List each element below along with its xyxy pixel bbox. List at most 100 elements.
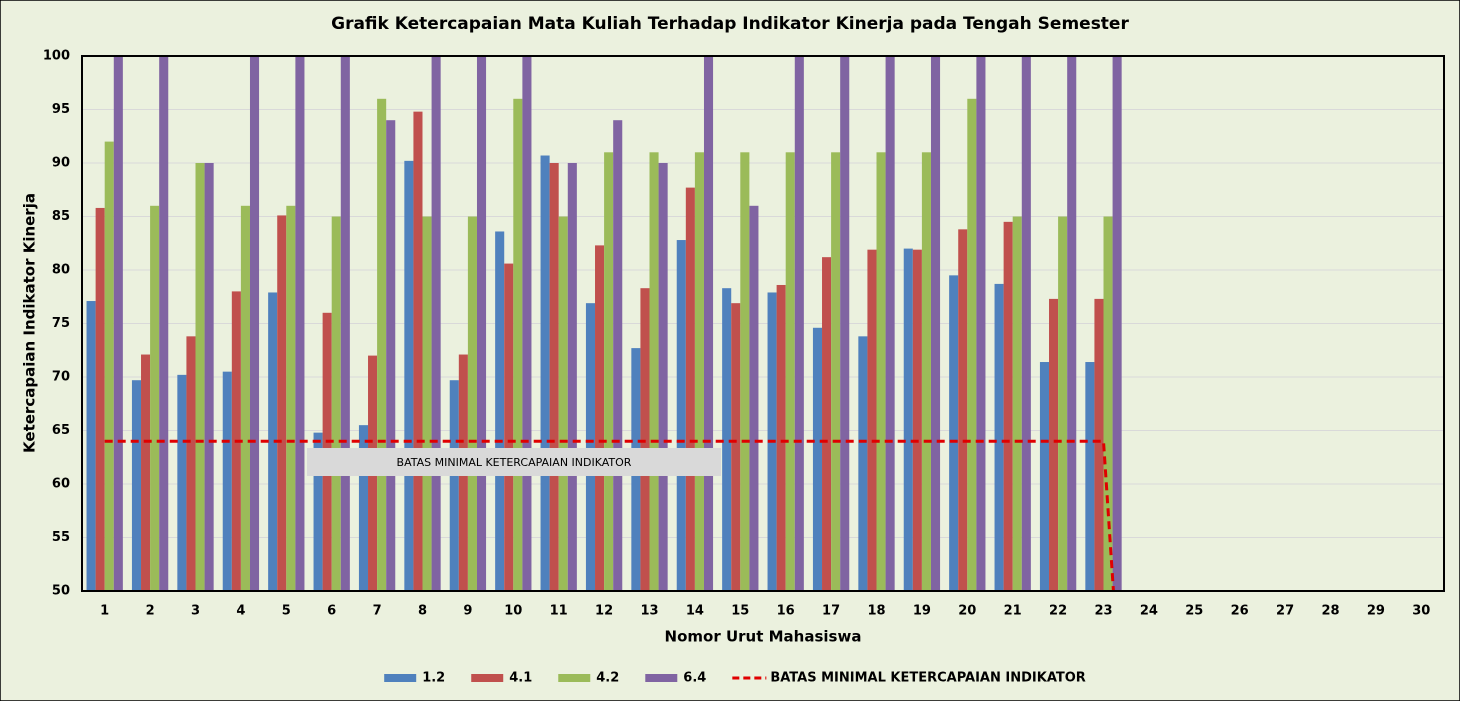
x-tick-label: 10 xyxy=(504,604,522,619)
bar xyxy=(885,56,895,591)
bar xyxy=(150,205,160,591)
y-axis-title: Ketercapaian Indikator Kinerja xyxy=(21,193,39,453)
legend-label: 6.4 xyxy=(683,671,706,686)
bar xyxy=(722,288,732,591)
bar xyxy=(1049,298,1059,591)
bar xyxy=(930,56,941,591)
bar xyxy=(186,336,196,591)
legend-swatch xyxy=(471,674,504,682)
x-tick-label: 21 xyxy=(1004,604,1022,619)
bar xyxy=(812,327,823,591)
x-tick-label: 3 xyxy=(191,604,200,619)
bar xyxy=(1094,298,1104,591)
x-tick-label: 20 xyxy=(958,604,976,619)
bar xyxy=(295,56,305,591)
y-tick-label: 50 xyxy=(52,584,70,599)
bar xyxy=(1003,221,1013,591)
legend-item: 4.1 xyxy=(471,671,532,686)
x-tick-label: 1 xyxy=(100,604,109,619)
y-tick-label: 75 xyxy=(52,316,70,331)
bar xyxy=(467,216,477,591)
bar xyxy=(1067,56,1077,591)
x-tick-label: 15 xyxy=(731,604,749,619)
bar xyxy=(912,249,922,591)
x-tick-label: 14 xyxy=(686,604,704,619)
bar xyxy=(86,301,96,591)
bar xyxy=(540,155,550,591)
bar xyxy=(340,56,350,591)
bar xyxy=(949,275,959,591)
x-tick-label: 5 xyxy=(282,604,291,619)
x-tick-label: 11 xyxy=(550,604,568,619)
bar xyxy=(204,163,214,591)
x-tick-label: 6 xyxy=(327,604,336,619)
bar xyxy=(731,303,741,591)
bar xyxy=(858,336,868,591)
bar xyxy=(549,163,559,591)
bar xyxy=(286,205,296,591)
y-tick-label: 85 xyxy=(52,209,70,224)
bar xyxy=(967,98,977,591)
x-tick-label: 13 xyxy=(640,604,658,619)
bar xyxy=(377,98,387,591)
bar xyxy=(649,152,659,591)
bar xyxy=(558,216,568,591)
bar xyxy=(222,371,232,591)
bar xyxy=(604,152,614,591)
x-tick-label: 27 xyxy=(1276,604,1294,619)
bar xyxy=(404,160,414,591)
bar xyxy=(240,205,250,591)
bar xyxy=(567,163,577,591)
bar xyxy=(431,56,441,591)
x-tick-label: 24 xyxy=(1140,604,1158,619)
bar xyxy=(1085,362,1095,591)
x-tick-label: 22 xyxy=(1049,604,1067,619)
y-tick-label: 95 xyxy=(52,102,70,117)
bar xyxy=(822,257,832,591)
x-tick-label: 28 xyxy=(1321,604,1339,619)
bar xyxy=(95,207,105,591)
legend-item: BATAS MINIMAL KETERCAPAIAN INDIKATOR xyxy=(732,671,1086,686)
legend-label: 4.1 xyxy=(509,671,532,686)
bar xyxy=(794,56,804,591)
legend-swatch xyxy=(384,674,417,682)
bar xyxy=(413,111,423,591)
bar xyxy=(658,163,668,591)
y-tick-label: 60 xyxy=(52,477,70,492)
legend-swatch xyxy=(558,674,591,682)
x-tick-label: 9 xyxy=(463,604,472,619)
bar xyxy=(867,249,877,591)
x-tick-label: 2 xyxy=(146,604,155,619)
x-tick-label: 19 xyxy=(913,604,931,619)
legend-swatch xyxy=(645,674,678,682)
y-tick-label: 100 xyxy=(43,49,70,64)
bar xyxy=(386,120,396,591)
bar xyxy=(903,248,913,591)
bar xyxy=(504,263,514,591)
bar xyxy=(595,245,605,591)
bar xyxy=(876,152,886,591)
bar xyxy=(277,215,287,591)
bar xyxy=(195,163,205,591)
x-tick-label: 7 xyxy=(373,604,382,619)
bar xyxy=(1039,362,1050,591)
y-tick-label: 70 xyxy=(52,370,70,385)
bar xyxy=(958,229,968,591)
legend-item: 1.2 xyxy=(384,671,445,686)
x-tick-label: 4 xyxy=(236,604,245,619)
plot-border xyxy=(81,55,1445,592)
bar xyxy=(113,56,123,591)
chart-title: Grafik Ketercapaian Mata Kuliah Terhadap… xyxy=(331,14,1129,34)
legend-label: BATAS MINIMAL KETERCAPAIAN INDIKATOR xyxy=(770,671,1085,686)
bar xyxy=(921,152,931,591)
bar xyxy=(249,56,260,591)
bar xyxy=(268,292,278,591)
y-tick-label: 80 xyxy=(52,263,70,278)
bar xyxy=(104,141,114,591)
x-tick-label: 17 xyxy=(822,604,840,619)
bar xyxy=(976,56,986,591)
annotation-box xyxy=(307,448,721,476)
y-tick-label: 65 xyxy=(52,423,70,438)
x-tick-label: 25 xyxy=(1185,604,1203,619)
